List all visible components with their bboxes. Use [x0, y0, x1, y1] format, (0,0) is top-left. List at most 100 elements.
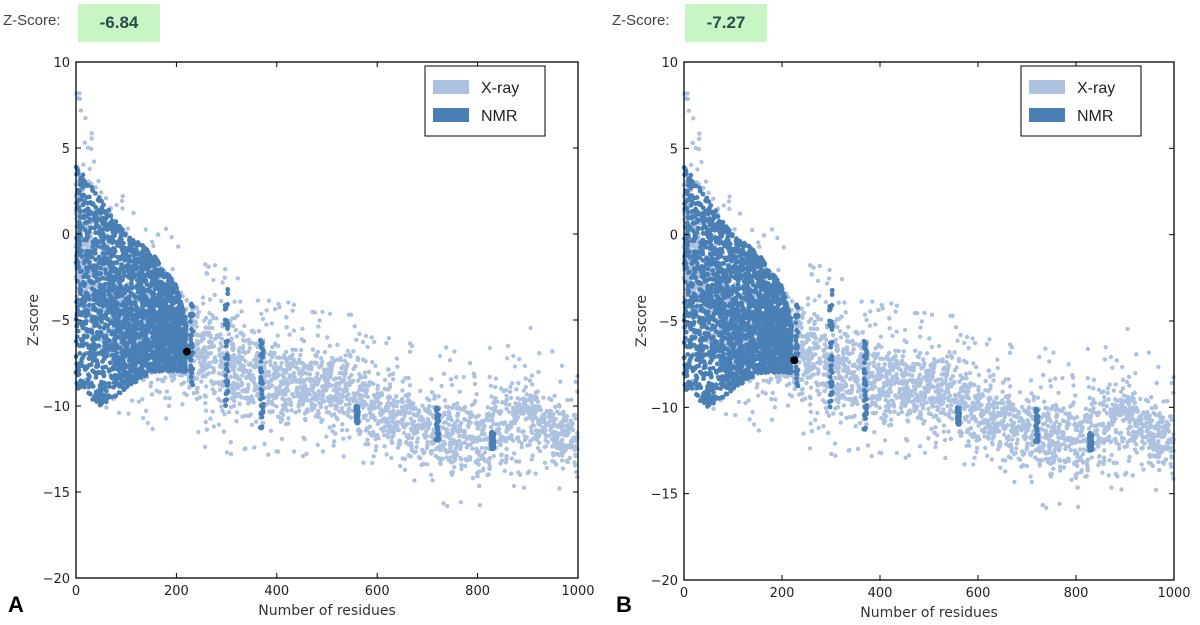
xray-point [398, 409, 403, 414]
xray-point [490, 418, 495, 423]
xray-point [245, 387, 250, 393]
xray-point [236, 360, 241, 365]
nmr-point [76, 190, 82, 196]
xray-point [235, 313, 240, 318]
xray-point [573, 452, 578, 457]
xray-point [251, 380, 256, 385]
xray-point [381, 433, 387, 438]
xray-point [356, 427, 361, 432]
xray-point [341, 454, 346, 459]
xray-point [457, 438, 462, 443]
xray-point [412, 478, 417, 483]
xray-point [280, 392, 285, 397]
xray-point [249, 394, 254, 399]
xray-point [247, 341, 252, 346]
xray-point [523, 376, 528, 381]
xray-point [170, 267, 175, 272]
xray-point [532, 410, 537, 415]
xray-point [429, 434, 435, 440]
xray-point [327, 311, 333, 316]
xray-point [82, 140, 88, 145]
xray-point [333, 406, 338, 411]
nmr-point [177, 305, 183, 311]
xray-point [528, 325, 533, 331]
xray-point [371, 454, 376, 459]
xray-point [529, 429, 534, 434]
xray-point [89, 131, 94, 136]
xray-point [402, 413, 407, 418]
xray-point [575, 430, 580, 436]
xray-point [356, 378, 361, 383]
xray-point [320, 449, 326, 454]
xray-point [337, 375, 342, 381]
xray-point [357, 331, 362, 337]
nmr-point [130, 312, 136, 318]
xray-point [555, 409, 560, 414]
xray-point [307, 372, 313, 377]
xray-point [275, 333, 280, 338]
xray-point [204, 427, 210, 432]
xray-point [301, 435, 306, 440]
xray-point [291, 449, 297, 454]
xray-point [203, 330, 208, 335]
xray-point [208, 416, 213, 421]
xray-point [410, 428, 415, 433]
xray-point [537, 404, 542, 409]
xray-point [126, 411, 131, 416]
xray-point [512, 451, 517, 456]
xray-point [441, 371, 447, 376]
xray-point [268, 428, 274, 433]
xray-point [325, 395, 330, 400]
xray-point [319, 396, 324, 402]
xray-point [391, 432, 396, 438]
xray-point [323, 387, 329, 393]
xray-point [346, 392, 351, 397]
xray-point [560, 429, 566, 434]
xray-point [510, 381, 515, 386]
xray-point [335, 389, 341, 394]
xray-point [543, 428, 548, 433]
xray-point [211, 277, 216, 283]
xray-point [530, 382, 535, 387]
xray-point [203, 325, 208, 330]
xray-point [373, 400, 378, 405]
xray-point [240, 388, 245, 394]
xray-point [459, 462, 464, 468]
nmr-point [80, 172, 86, 178]
xray-point [357, 387, 362, 392]
xray-point [207, 320, 212, 326]
xray-point [328, 373, 333, 378]
xray-point [291, 394, 297, 399]
xray-point [308, 360, 314, 365]
xray-point [318, 404, 324, 410]
xray-point [509, 456, 515, 461]
xray-point [326, 410, 332, 415]
xray-point [422, 449, 427, 455]
xray-point [433, 453, 438, 459]
xray-point [181, 380, 187, 385]
xray-point [346, 312, 352, 317]
xray-point [219, 404, 224, 409]
xray-point [207, 297, 213, 302]
xray-point [276, 372, 281, 377]
xray-point [315, 349, 321, 355]
xray-point [458, 457, 464, 462]
xray-point [345, 348, 351, 354]
xray-point [206, 264, 211, 269]
xray-point [493, 396, 498, 401]
nmr-point [115, 254, 120, 260]
xray-point [266, 452, 271, 457]
xray-point [386, 396, 391, 401]
nmr-point [119, 308, 125, 314]
xray-point [315, 371, 320, 376]
xray-point [468, 410, 473, 415]
nmr-point [139, 252, 144, 258]
xray-point [222, 412, 227, 417]
xray-point [575, 389, 580, 394]
xray-point [568, 421, 573, 427]
xray-point [387, 373, 392, 378]
xray-point [365, 344, 370, 350]
xray-point [441, 425, 446, 431]
xray-point [480, 468, 485, 473]
xray-point [332, 439, 337, 444]
